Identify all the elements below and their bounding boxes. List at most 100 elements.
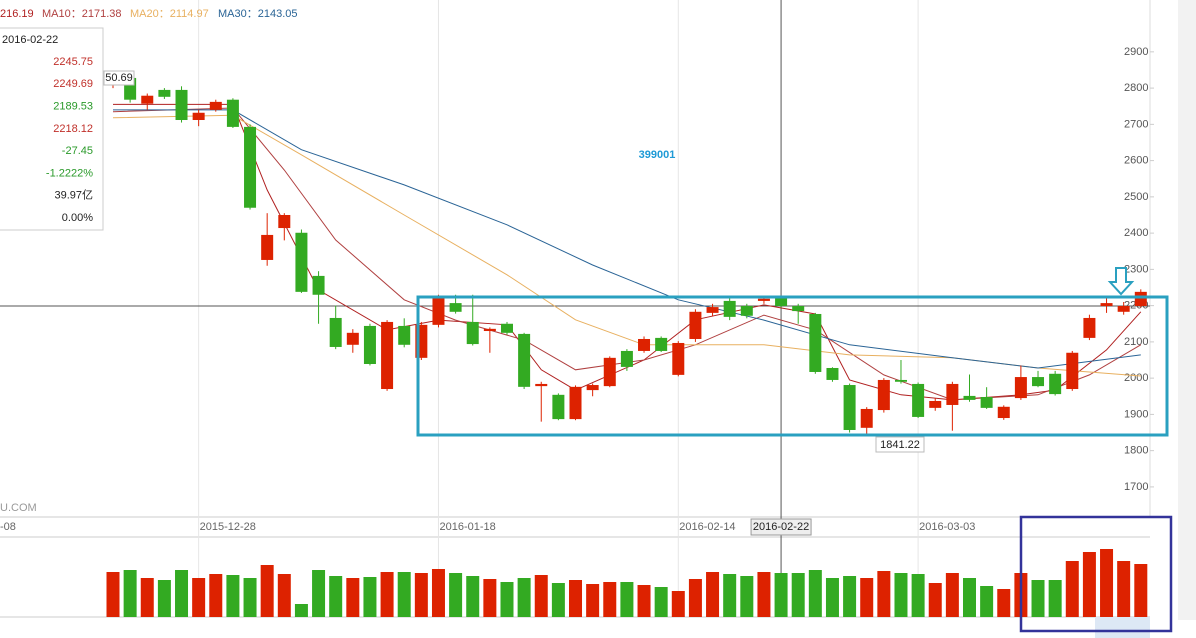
candle-body <box>398 325 411 345</box>
legend-item: MA20：2114.97 <box>130 8 209 20</box>
volume-bar <box>808 570 822 617</box>
candle-body <box>466 321 479 345</box>
x-tick-label: -08 <box>0 521 16 533</box>
volume-bar <box>534 575 548 617</box>
volume-bar <box>363 577 377 617</box>
volume-bar <box>329 576 343 617</box>
candle-body <box>209 101 222 110</box>
volume-bar <box>740 576 754 617</box>
candle-body <box>244 126 257 208</box>
volume-bar <box>860 578 874 617</box>
volume-bar <box>945 573 959 617</box>
candle-body <box>586 385 599 391</box>
volume-bar <box>294 604 308 617</box>
candle-body <box>655 337 668 351</box>
x-tick-label: 2016-03-03 <box>919 521 975 533</box>
candle-body <box>363 325 376 365</box>
volume-bar <box>825 578 839 617</box>
candle-body <box>620 350 633 367</box>
volume-bar <box>791 573 805 617</box>
y-tick-label: 2700 <box>1124 118 1148 130</box>
volume-bar <box>157 580 171 617</box>
crosshair-date-box <box>750 518 812 536</box>
candle-body <box>1117 305 1130 312</box>
volume-bar <box>277 574 291 617</box>
candle-body <box>740 305 753 316</box>
ma-line <box>113 109 1141 369</box>
candle-body <box>381 321 394 390</box>
low-label-box <box>875 436 925 453</box>
candle-body <box>1014 377 1027 399</box>
legend-item: 216.19 <box>0 8 34 20</box>
info-value: 2249.69 <box>53 78 93 90</box>
candle-body <box>295 232 308 292</box>
candle-body <box>706 307 719 313</box>
y-tick-label: 1800 <box>1124 445 1148 457</box>
volume-bar <box>466 576 480 617</box>
candle-body <box>963 395 976 400</box>
y-tick-label: 2300 <box>1124 263 1148 275</box>
volume-bar <box>1031 580 1045 617</box>
candle-body <box>518 333 531 387</box>
candle-body <box>1032 377 1045 387</box>
candle-body <box>826 367 839 380</box>
candle-body <box>449 303 462 312</box>
volume-bar <box>723 574 737 617</box>
volume-bar <box>551 583 565 617</box>
candle-body <box>278 214 291 229</box>
y-tick-label: 2900 <box>1124 46 1148 58</box>
y-tick-label: 2100 <box>1124 336 1148 348</box>
range-scroller[interactable] <box>1095 617 1150 638</box>
volume-bar <box>569 580 583 617</box>
candle-body <box>912 383 925 417</box>
candle-body <box>500 323 513 333</box>
low-label: 1841.22 <box>880 439 920 451</box>
info-value: -1.2222% <box>46 167 93 179</box>
volume-bar <box>894 573 908 617</box>
scrollbar[interactable] <box>1178 0 1196 620</box>
candle-body <box>226 99 239 127</box>
candle-body <box>860 408 873 428</box>
candle-body <box>329 317 342 347</box>
candle-body <box>775 298 788 306</box>
volume-bar <box>346 578 360 617</box>
x-tick-label: 2015-12-28 <box>200 521 256 533</box>
candle-body <box>894 379 907 382</box>
info-value: 2245.75 <box>53 56 93 68</box>
info-value: -27.45 <box>62 145 93 157</box>
volume-bar <box>586 584 600 617</box>
volume-bar <box>997 589 1011 617</box>
volume-bar <box>414 573 428 617</box>
y-tick-label: 2800 <box>1124 82 1148 94</box>
ma-line <box>113 103 1142 401</box>
candle-body <box>792 305 805 312</box>
candle-body <box>175 89 188 121</box>
volume-bar <box>106 572 120 617</box>
volume-bar <box>312 570 326 617</box>
volume-bar <box>671 591 685 617</box>
candle-body <box>261 234 274 260</box>
candle-body <box>432 298 445 325</box>
candle-body <box>980 396 993 408</box>
highlight-box <box>416 295 1169 437</box>
high-label-box <box>103 70 135 86</box>
candle-body <box>552 394 565 420</box>
candle-body <box>672 342 685 375</box>
y-tick-label: 2400 <box>1124 227 1148 239</box>
volume-bar <box>449 573 463 617</box>
volume-bar <box>1134 564 1148 617</box>
candle-body <box>946 383 959 405</box>
y-tick-label: 2500 <box>1124 191 1148 203</box>
volume-bar <box>500 582 514 617</box>
candle-body <box>569 386 582 420</box>
candle-body <box>312 275 325 295</box>
volume-bar <box>706 572 720 617</box>
volume-bar <box>483 579 497 617</box>
volume-bar <box>1117 561 1131 617</box>
volume-bar <box>1048 580 1062 617</box>
candle-body <box>603 357 616 387</box>
volume-bar <box>774 573 788 617</box>
candle-body <box>1049 373 1062 395</box>
candle-body <box>483 328 496 332</box>
volume-bar <box>226 575 240 617</box>
